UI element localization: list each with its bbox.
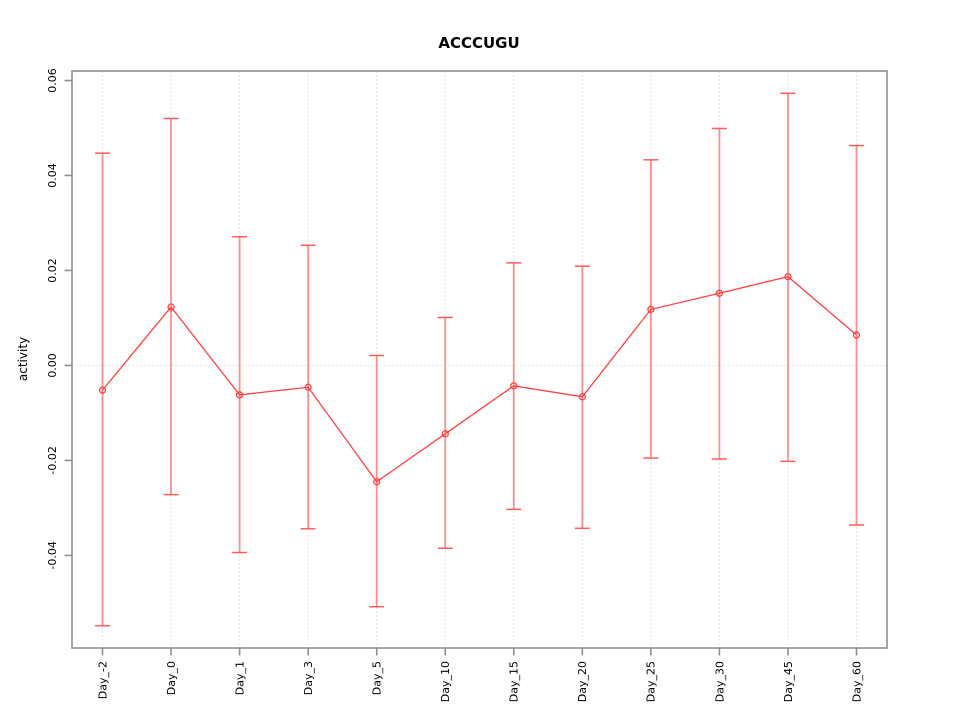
- plot-frame: [71, 70, 888, 649]
- data-point: [98, 386, 107, 394]
- x-tick-label: Day_30: [713, 661, 726, 702]
- x-tick-label: Day_1: [233, 661, 246, 695]
- data-point: [578, 393, 586, 401]
- plot-area: -0.04 -0.02 0.00 0.02 0.04 0.06 Day_-2 Day_0 Day…: [46, 68, 888, 702]
- data-point: [510, 382, 518, 390]
- data-point: [235, 391, 244, 399]
- x-tick-label: Day_5: [371, 661, 384, 695]
- data-point: [647, 305, 655, 314]
- x-tick-label: Day_0: [165, 661, 178, 695]
- data-point: [784, 272, 792, 281]
- data-point: [304, 383, 312, 391]
- y-tick-label: 0.06: [46, 68, 59, 93]
- x-tick-label: Day_-2: [96, 661, 109, 699]
- chart-title: ACCCUGU: [438, 34, 519, 52]
- x-tick-label: Day_10: [439, 661, 452, 702]
- x-tick-label: Day_20: [576, 661, 589, 702]
- data-point: [167, 303, 175, 311]
- y-tick-label: 0.02: [46, 258, 59, 283]
- x-tick-label: Day_15: [508, 661, 521, 702]
- y-tick-label: 0.00: [46, 353, 59, 378]
- x-tick-label: Day_3: [302, 661, 315, 695]
- series-line: [101, 275, 857, 483]
- y-tick-label: 0.04: [46, 163, 59, 188]
- x-tick-label: Day_25: [645, 661, 658, 702]
- data-point: [852, 331, 861, 339]
- x-tick-label: Day_45: [782, 661, 795, 702]
- x-tick-label: Day_60: [850, 661, 863, 702]
- y-tick-label: -0.02: [46, 446, 59, 474]
- y-axis-label: activity: [16, 337, 30, 381]
- y-tick-label: -0.04: [46, 541, 59, 569]
- data-point: [373, 478, 381, 486]
- data-point: [715, 289, 724, 297]
- data-point: [441, 430, 449, 438]
